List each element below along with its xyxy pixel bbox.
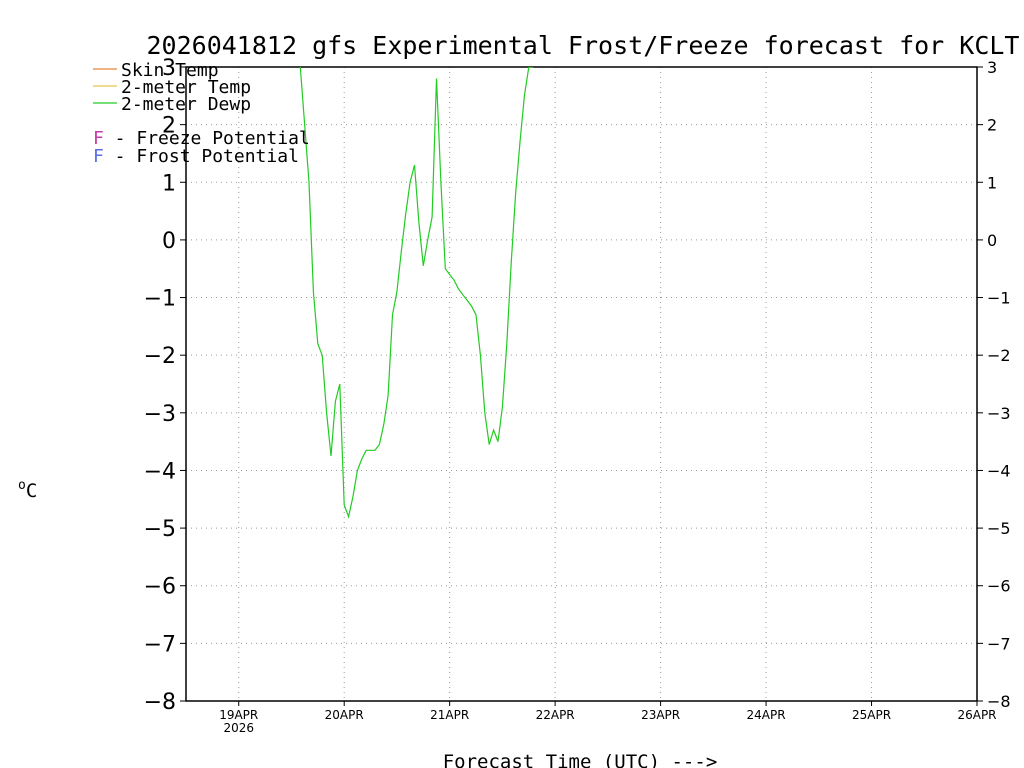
x-tick-label: 19APR — [219, 708, 258, 722]
y-tick-label-left: −3 — [144, 402, 176, 427]
marker-legend-entry: F - Frost Potential — [93, 146, 299, 167]
x-tick-label: 26APR — [957, 708, 996, 722]
y-axis-right: −8 −7 −6 −5 −4 −3 −2 −1 0 1 2 3 — [977, 58, 1011, 711]
x-tick-label: 25APR — [852, 708, 891, 722]
x-axis-label: Forecast Time (UTC) ---> — [443, 751, 718, 768]
y-tick-label-left: −2 — [144, 344, 176, 369]
marker-letter: F — [93, 128, 104, 149]
plot-area — [185, 66, 978, 702]
y-tick-label-left: −8 — [144, 690, 176, 715]
y-tick-label-right: −7 — [987, 634, 1011, 653]
chart-title: 2026041812 gfs Experimental Frost/Freeze… — [147, 31, 1020, 60]
y-tick-label-left: 2 — [162, 114, 176, 139]
x-tick-label: 20APR — [325, 708, 364, 722]
legend-label: 2-meter Temp — [121, 77, 251, 98]
marker-letter: F — [93, 146, 104, 167]
y-tick-label-right: −2 — [987, 346, 1011, 365]
y-tick-label-left: −5 — [144, 517, 176, 542]
y-tick-label-right: 0 — [987, 231, 997, 250]
y-tick-label-left: 3 — [162, 56, 176, 81]
x-tick-label: 22APR — [536, 708, 575, 722]
y-tick-label-right: 3 — [987, 58, 997, 77]
y-tick-label-left: 1 — [162, 171, 176, 196]
marker-description: - Freeze Potential — [104, 128, 310, 149]
degree-sign: o — [18, 478, 26, 493]
y-tick-label-right: −1 — [987, 289, 1011, 308]
series-line-dewpoint — [299, 67, 534, 519]
marker-description: - Frost Potential — [104, 146, 299, 167]
y-tick-label-right: −4 — [987, 461, 1011, 480]
y-tick-label-right: 2 — [987, 116, 997, 135]
y-tick-label-left: 0 — [162, 229, 176, 254]
y-tick-label-right: −3 — [987, 404, 1011, 423]
x-tick-sublabel: 2026 — [223, 721, 254, 735]
marker-legend-entry: F - Freeze Potential — [93, 128, 310, 149]
y-tick-label-right: −8 — [987, 692, 1011, 711]
y-tick-label-right: 1 — [987, 173, 997, 192]
y-tick-label-left: −7 — [144, 632, 176, 657]
x-tick-label: 24APR — [747, 708, 786, 722]
y-axis-left: −8 −7 −6 −5 −4 −3 −2 −1 0 1 2 3 — [144, 56, 186, 715]
legend-label: 2-meter Dewp — [121, 94, 251, 115]
y-tick-label-left: −1 — [144, 287, 176, 312]
x-tick-label: 21APR — [430, 708, 469, 722]
plot-frame — [185, 66, 978, 702]
y-axis-label: oC — [18, 478, 37, 502]
legend-label: Skin Temp — [121, 60, 219, 81]
y-tick-label-left: −6 — [144, 575, 176, 600]
y-tick-label-right: −5 — [987, 519, 1011, 538]
grid — [186, 67, 977, 701]
x-tick-label: 23APR — [641, 708, 680, 722]
y-tick-label-right: −6 — [987, 577, 1011, 596]
y-tick-label-left: −4 — [144, 459, 176, 484]
celsius-unit: C — [26, 480, 37, 502]
